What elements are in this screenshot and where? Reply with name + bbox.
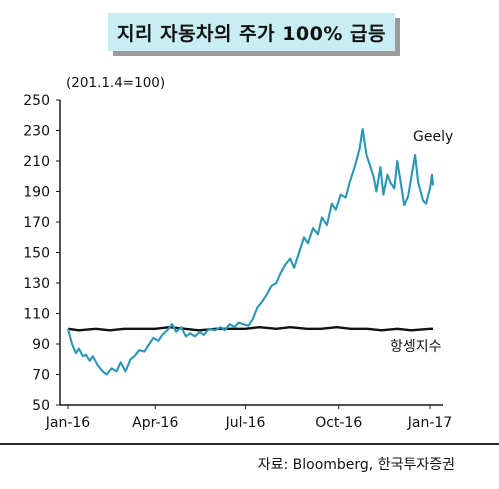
source-divider [0,443,499,445]
title-box: 지리 자동차의 주가 100% 급등 [108,13,395,51]
line-chart: 50 70 90 110 130 150 170 190 210 230 250 Jan-16 Apr… [23,93,453,431]
x-tick-label: Jan-16 [45,415,91,431]
x-tick-label: Apr-16 [132,415,178,431]
series-layer [66,127,435,376]
y-tick-label: 170 [23,215,50,231]
y-ticks: 50 70 90 110 130 150 170 190 210 230 250 [23,93,60,414]
x-tick-label: Jul-16 [225,415,266,431]
x-tick-label: Jan-17 [407,415,452,431]
series-line-geely [66,127,435,376]
y-tick-label: 110 [23,307,50,323]
y-tick-label: 250 [23,93,50,109]
legend-label-geely: Geely [413,129,453,145]
y-tick-label: 50 [32,398,50,414]
y-tick-label: 230 [23,124,50,140]
page-title: 지리 자동차의 주가 100% 급등 [117,22,386,45]
x-ticks: Jan-16 Apr-16 Jul-16 Oct-16 Jan-17 [45,405,452,431]
series-line-hangseng [67,326,433,332]
legend-label-hangseng: 항셍지수 [390,339,442,355]
x-tick-label: Oct-16 [315,415,362,431]
y-tick-label: 210 [23,154,50,170]
y-tick-label: 70 [32,368,50,384]
source-note: 자료: Bloomberg, 한국투자증권 [257,457,455,473]
y-tick-label: 90 [32,337,50,353]
y-tick-label: 190 [23,185,50,201]
y-tick-label: 130 [23,276,50,292]
unit-label: (201.1.4=100) [66,75,166,91]
y-tick-label: 150 [23,246,50,262]
